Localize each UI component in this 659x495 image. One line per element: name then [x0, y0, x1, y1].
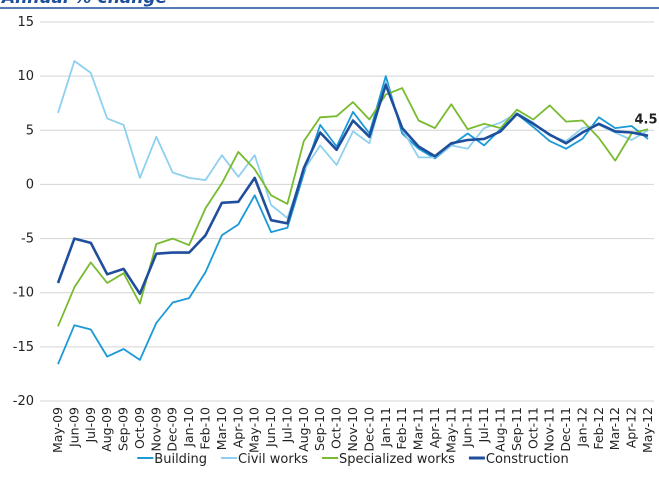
y-tick-label: 5	[26, 123, 34, 138]
x-tick-label: Feb-11	[394, 407, 409, 450]
legend-label: Construction	[486, 452, 569, 467]
legend-item: Construction	[468, 452, 569, 467]
x-tick-label: Mar-11	[411, 407, 426, 450]
x-tick-label: Jul-11	[476, 407, 491, 444]
series-line	[56, 83, 649, 296]
series-line	[57, 75, 649, 365]
legend-label: Specialized works	[339, 452, 455, 467]
x-tick-label: Jun-09	[66, 407, 81, 448]
y-tick-label: -20	[13, 394, 34, 409]
x-tick-label: Aug-10	[296, 407, 311, 452]
x-tick-label: May-12	[640, 407, 655, 453]
x-tick-label: Apr-10	[230, 407, 245, 448]
x-tick-label: Oct-10	[329, 407, 344, 449]
series-line	[57, 87, 649, 327]
legend-label: Building	[154, 452, 207, 467]
x-tick-label: Feb-10	[198, 407, 213, 450]
x-tick-label: Dec-11	[558, 407, 573, 452]
x-tick-label: Jun-11	[460, 407, 475, 448]
x-tick-label: Sep-11	[509, 407, 524, 451]
legend-item: Civil works	[221, 452, 308, 467]
x-tick-label: Nov-09	[148, 407, 163, 452]
y-tick-label: -15	[13, 340, 34, 355]
x-tick-label: Nov-10	[345, 407, 360, 452]
x-tick-label: May-10	[247, 407, 262, 453]
x-tick-label: Aug-09	[99, 407, 114, 452]
x-tick-label: Oct-09	[132, 407, 147, 449]
x-tick-label: Nov-11	[542, 407, 557, 451]
x-tick-label: Jan-11	[378, 407, 393, 448]
x-tick-label: Aug-11	[493, 407, 508, 452]
x-tick-label: Feb-12	[591, 407, 606, 450]
legend-item: Specialized works	[322, 452, 455, 467]
x-tick-label: Mar-10	[214, 407, 229, 450]
x-tick-label: Apr-11	[427, 407, 442, 448]
x-tick-label: May-09	[50, 407, 65, 453]
y-tick-label: -5	[21, 232, 34, 247]
annotation: 4.5	[634, 113, 657, 128]
y-tick-label: 10	[17, 69, 34, 84]
x-tick-label: Mar-12	[607, 407, 622, 450]
x-tick-label: Dec-10	[361, 407, 376, 452]
chart-title: Annual % change	[0, 0, 167, 8]
x-tick-label: Jun-10	[263, 407, 278, 448]
y-tick-label: 15	[17, 15, 34, 30]
x-tick-label: Jan-12	[574, 407, 589, 448]
x-tick-label: Jul-10	[279, 407, 294, 444]
y-tick-label: -10	[13, 286, 34, 301]
legend: Building Civil works Specialized works Cons…	[137, 452, 569, 467]
x-tick-label: May-11	[443, 407, 458, 453]
x-tick-label: Sep-10	[312, 407, 327, 451]
legend-item: Building	[137, 452, 207, 467]
x-tick-label: Sep-09	[116, 407, 131, 451]
x-tick-label: Jan-10	[181, 407, 196, 448]
legend-label: Civil works	[238, 452, 308, 467]
x-tick-label: Oct-11	[525, 407, 540, 449]
y-tick-label: 0	[26, 177, 34, 192]
x-tick-label: Apr-12	[624, 407, 639, 448]
x-tick-label: Dec-09	[165, 407, 180, 452]
x-tick-label: Jul-09	[83, 407, 98, 444]
